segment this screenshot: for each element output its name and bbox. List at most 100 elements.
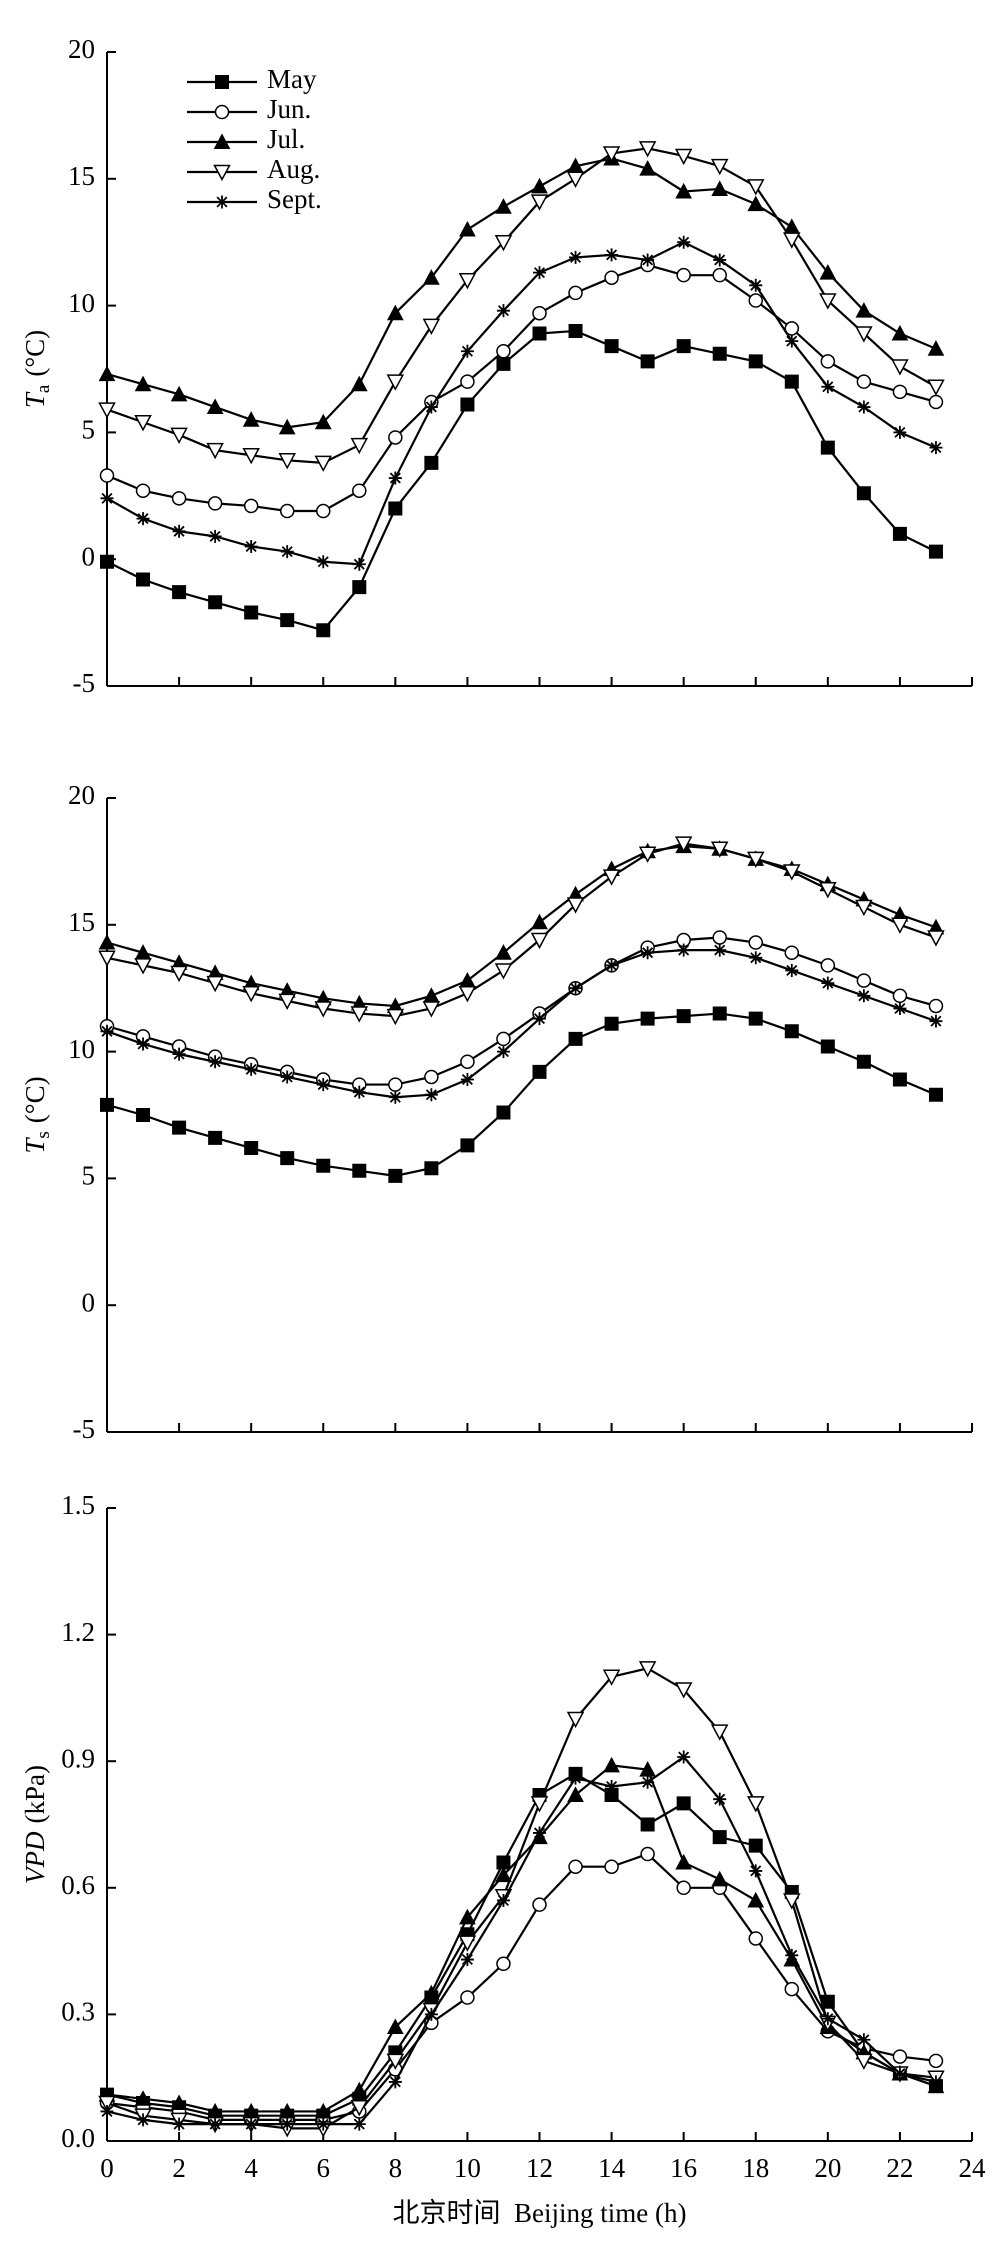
data-point — [821, 380, 835, 394]
y-label-subscript: a — [33, 384, 54, 393]
data-point — [350, 437, 369, 455]
data-point — [746, 179, 765, 196]
data-point — [566, 171, 585, 188]
x-tick-label: 22 — [886, 2153, 913, 2183]
data-point — [136, 572, 151, 587]
data-point — [927, 930, 945, 947]
data-point — [641, 946, 655, 960]
data-point — [892, 384, 908, 400]
data-point — [460, 1990, 475, 2005]
data-point — [242, 447, 260, 465]
data-point — [208, 1130, 223, 1145]
data-point — [424, 400, 438, 414]
data-point — [496, 1045, 510, 1059]
data-point — [927, 379, 945, 396]
data-point — [712, 1006, 727, 1021]
data-point — [533, 1012, 546, 1026]
data-point — [640, 354, 655, 369]
data-point — [602, 869, 621, 886]
legend-label: May — [267, 64, 317, 94]
data-point — [98, 402, 116, 419]
data-point — [460, 397, 475, 412]
y-tick-label: 0.9 — [61, 1743, 95, 1773]
series-line — [106, 1764, 937, 2113]
data-point — [532, 1064, 547, 1079]
y-axis-label: VPD (kPa) — [20, 1765, 50, 1884]
data-point — [856, 1054, 871, 1069]
data-point — [280, 613, 295, 628]
data-point — [928, 394, 944, 410]
data-point — [458, 986, 477, 1003]
data-point — [350, 1006, 369, 1023]
data-point — [602, 1669, 621, 1686]
data-point — [388, 1090, 402, 1104]
data-point — [568, 1859, 583, 1874]
data-point — [713, 253, 727, 267]
data-point — [460, 1138, 475, 1153]
legend-label: Jul. — [267, 124, 305, 154]
data-point — [749, 278, 763, 292]
x-tick-label: 16 — [670, 2153, 697, 2183]
data-point — [568, 323, 583, 338]
data-point — [892, 988, 908, 1004]
data-point — [100, 1024, 114, 1038]
data-point — [638, 1661, 657, 1678]
data-point — [98, 933, 116, 950]
y-tick-label: -5 — [73, 668, 96, 698]
data-point — [459, 1908, 476, 1925]
data-point — [532, 305, 547, 321]
data-point — [496, 344, 511, 359]
series-line — [106, 1852, 937, 2121]
data-point — [530, 932, 549, 950]
data-point — [820, 440, 835, 455]
data-point — [675, 1853, 693, 1870]
legend-label: Jun. — [267, 94, 311, 124]
data-point — [459, 220, 476, 237]
data-point — [605, 958, 619, 972]
data-point — [314, 413, 332, 430]
data-point — [280, 1151, 295, 1166]
data-point — [352, 1085, 366, 1099]
data-point — [891, 359, 909, 376]
data-point — [711, 1870, 729, 1887]
data-point — [207, 496, 223, 511]
data-point — [386, 2053, 405, 2070]
data-point — [928, 2053, 944, 2069]
data-point — [496, 1893, 510, 1907]
x-tick-label: 10 — [454, 2153, 481, 2183]
data-point — [639, 160, 656, 176]
data-point — [172, 2117, 186, 2131]
series-line — [106, 936, 937, 1086]
data-point — [100, 1097, 114, 1112]
x-axis-label: 北京时间 Beijing time (h) — [393, 2198, 687, 2228]
y-label-symbol: T — [20, 391, 50, 408]
data-point — [674, 1682, 693, 1699]
y-tick-label: 10 — [68, 1034, 95, 1064]
data-point — [316, 2117, 330, 2131]
data-point — [855, 302, 873, 318]
data-point — [170, 965, 188, 983]
x-tick-label: 20 — [814, 2153, 841, 2183]
legend-label: Aug. — [267, 154, 320, 184]
data-point — [530, 194, 549, 211]
data-point — [638, 141, 657, 158]
data-point — [315, 503, 331, 519]
data-point — [280, 545, 294, 559]
data-point — [641, 1775, 655, 1789]
data-point — [785, 963, 799, 977]
x-tick-label: 6 — [317, 2153, 331, 2183]
data-point — [424, 1069, 439, 1085]
data-point — [567, 1786, 584, 1802]
data-point — [172, 1120, 187, 1135]
x-tick-label: 24 — [959, 2153, 987, 2183]
data-point — [785, 1948, 799, 1962]
series-line — [106, 1755, 937, 2126]
data-point — [495, 198, 512, 214]
data-point — [244, 540, 258, 554]
data-point — [134, 375, 152, 392]
data-point — [388, 471, 402, 485]
data-point — [892, 1072, 907, 1087]
series-line — [106, 263, 937, 513]
data-point — [713, 1792, 727, 1806]
